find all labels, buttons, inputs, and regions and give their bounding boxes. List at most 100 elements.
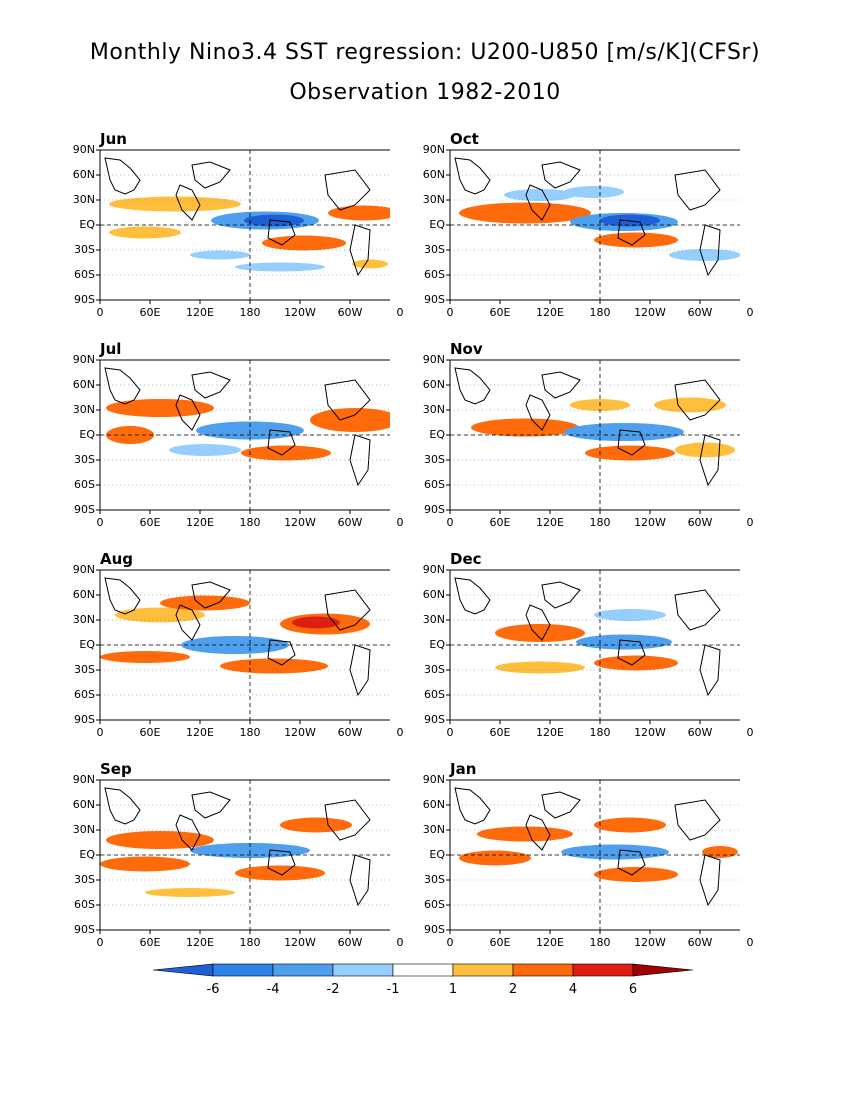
colorbar-segment <box>392 963 454 977</box>
y-tick-label: 30N <box>72 193 95 206</box>
coastline <box>324 379 371 421</box>
x-tick-label: 0 <box>746 936 754 949</box>
coastline <box>699 854 721 907</box>
figure-title: Monthly Nino3.4 SST regression: U200-U85… <box>89 40 761 65</box>
x-tick-label: 180 <box>589 306 611 319</box>
coastline <box>454 577 491 615</box>
coastline <box>617 219 646 246</box>
coastline <box>191 791 231 819</box>
y-tick-label: 90S <box>74 923 95 936</box>
coastline <box>324 589 371 631</box>
coastline <box>541 581 581 609</box>
x-tick-label: 60W <box>337 516 363 529</box>
coastline <box>175 814 201 851</box>
x-tick-label: 60E <box>489 726 511 739</box>
y-tick-label: 90N <box>422 353 445 366</box>
y-tick-label: 60N <box>422 798 445 811</box>
figure-subtitle: Observation 1982-2010 <box>289 80 561 105</box>
y-tick-label: 60S <box>424 688 445 701</box>
colorbar-segment <box>212 963 274 977</box>
x-tick-label: 120W <box>284 936 316 949</box>
map-plot <box>446 359 740 514</box>
coastline <box>617 639 646 666</box>
coastline <box>617 849 646 876</box>
y-tick-label: 30N <box>422 613 445 626</box>
anomaly-contour <box>495 624 585 642</box>
coastline <box>267 219 296 246</box>
x-tick-label: 120W <box>284 516 316 529</box>
map-panel-dec: Dec 90N 60N 30N EQ 30S 60S 90S 0 60E 120E 180 120W 60… <box>400 550 754 750</box>
coastline <box>699 224 721 277</box>
colorbar-svg <box>152 963 694 977</box>
coastline <box>525 394 551 431</box>
coastline <box>349 854 371 907</box>
y-tick-label: 90N <box>72 563 95 576</box>
x-tick-label: 0 <box>446 306 454 319</box>
x-tick-label: 0 <box>396 516 404 529</box>
anomaly-contour <box>459 202 591 224</box>
map-panel-oct: Oct 90N 60N 30N EQ 30S 60S 90S 0 60E 120E 180 120W 60… <box>400 130 754 330</box>
y-tick-label: 90N <box>72 143 95 156</box>
panel-label: Dec <box>450 550 482 568</box>
y-tick-label: 60N <box>72 588 95 601</box>
panel-label: Sep <box>100 760 132 778</box>
x-tick-label: 60E <box>139 726 161 739</box>
coastline <box>175 184 201 221</box>
anomaly-contour <box>169 444 241 456</box>
x-tick-label: 180 <box>239 726 261 739</box>
anomaly-contour <box>564 423 684 441</box>
coastline <box>699 434 721 487</box>
y-tick-label: 30N <box>72 613 95 626</box>
y-tick-label: 60N <box>72 798 95 811</box>
x-tick-label: 0 <box>746 306 754 319</box>
x-tick-label: 0 <box>746 516 754 529</box>
anomaly-contour <box>109 226 181 239</box>
y-tick-label: EQ <box>79 848 95 861</box>
anomaly-contour <box>235 865 325 881</box>
y-tick-label: EQ <box>429 428 445 441</box>
anomaly-contour <box>280 817 352 833</box>
y-tick-label: 90S <box>424 713 445 726</box>
anomaly-contour <box>241 445 331 461</box>
x-tick-label: 60W <box>337 936 363 949</box>
map-plot <box>446 149 740 304</box>
x-tick-label: 60W <box>687 306 713 319</box>
colorbar-segment <box>512 963 574 977</box>
y-tick-label: 60S <box>74 268 95 281</box>
anomaly-contour <box>561 844 669 860</box>
coastline <box>349 434 371 487</box>
y-tick-label: 30N <box>422 403 445 416</box>
y-tick-label: 30S <box>74 243 95 256</box>
coastline <box>349 644 371 697</box>
anomaly-contour <box>495 661 585 674</box>
anomaly-contour <box>352 259 388 269</box>
map-panel-jan: Jan 90N 60N 30N EQ 30S 60S 90S 0 60E 120E 180 120W 60… <box>400 760 754 960</box>
x-tick-label: 120W <box>634 726 666 739</box>
coastline <box>191 161 231 189</box>
x-tick-label: 120E <box>536 306 564 319</box>
coastline <box>541 161 581 189</box>
coastline <box>267 849 296 876</box>
map-plot <box>446 779 740 934</box>
x-tick-label: 120E <box>536 726 564 739</box>
x-tick-label: 60E <box>489 516 511 529</box>
y-tick-label: 90N <box>422 563 445 576</box>
coastline <box>104 367 141 405</box>
panel-label: Jul <box>100 340 122 358</box>
x-tick-label: 0 <box>396 306 404 319</box>
anomaly-contour <box>310 408 390 432</box>
coastline <box>267 429 296 456</box>
x-tick-label: 0 <box>396 936 404 949</box>
y-tick-label: EQ <box>429 848 445 861</box>
anomaly-contour <box>459 850 531 866</box>
anomaly-contour <box>190 250 250 260</box>
coastline <box>674 169 721 211</box>
anomaly-contour <box>477 826 573 842</box>
x-tick-label: 60E <box>139 936 161 949</box>
x-tick-label: 120E <box>186 306 214 319</box>
anomaly-contour <box>145 888 235 897</box>
colorbar-tick-label: -6 <box>206 982 220 997</box>
map-panel-sep: Sep 90N 60N 30N EQ 30S 60S 90S 0 60E 120E 180 120W 60… <box>50 760 404 960</box>
anomaly-contour <box>585 445 675 461</box>
y-tick-label: 30N <box>72 823 95 836</box>
